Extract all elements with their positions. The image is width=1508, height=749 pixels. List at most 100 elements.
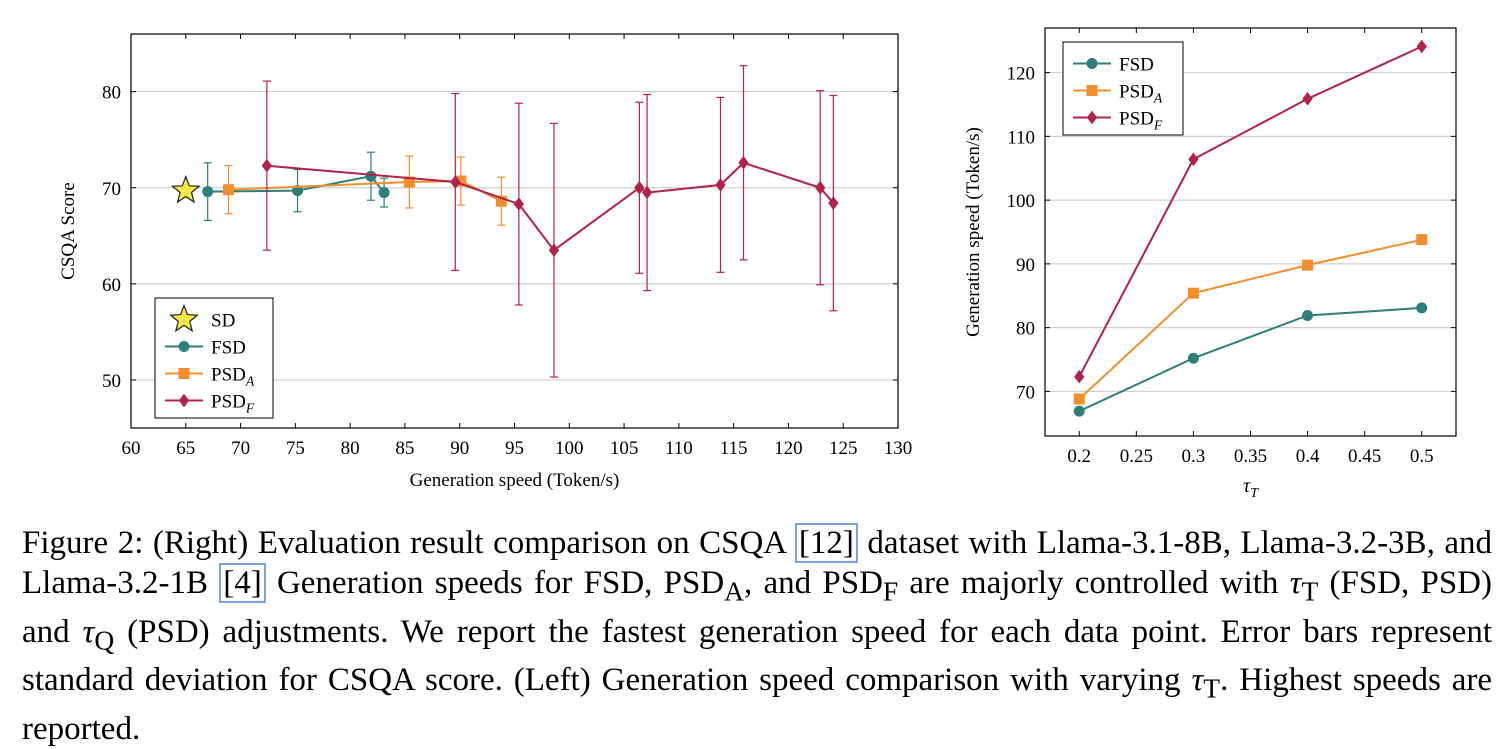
y-tick-label: 100 (1007, 191, 1036, 212)
y-tick-label: 60 (102, 275, 121, 296)
data-point (1302, 310, 1314, 322)
x-tick-label: 125 (829, 438, 858, 459)
caption-sub-t: T (1301, 575, 1319, 607)
y-tick-label: 70 (1016, 382, 1035, 403)
citation-4[interactable]: [4] (219, 563, 266, 603)
citation-12[interactable]: [12] (794, 523, 858, 563)
series-psd-f (1074, 39, 1427, 384)
x-tick-label: 65 (176, 438, 195, 459)
series-fsd (202, 151, 390, 222)
y-tick-label: 80 (102, 83, 121, 104)
caption-sub-q: Q (94, 624, 115, 656)
caption-tau: τ (1289, 565, 1302, 601)
data-point (495, 195, 507, 207)
legend: SD FSD PSDA PSDF (154, 297, 274, 419)
legend: FSD PSDA PSDF (1062, 41, 1184, 136)
caption-text-2: dataset with Llama-3.1-8B, Llama-3.2-3B,… (22, 525, 1492, 601)
x-tick-label: 80 (341, 438, 360, 459)
legend-label: FSD (1119, 55, 1154, 76)
legend-marker (178, 341, 190, 352)
legend-marker (1086, 110, 1098, 125)
data-point (378, 187, 390, 199)
data-point (170, 174, 201, 204)
data-point (292, 185, 304, 197)
caption-text-7: (PSD) adjustments. We report the fastest… (22, 613, 1492, 699)
caption-tau-3: τ (1191, 662, 1204, 699)
data-point (548, 243, 560, 258)
caption-text-6: (FSD, PSD) and (22, 565, 1492, 650)
data-point (815, 180, 826, 195)
caption-text-3: Generation speeds for FSD, PSD (265, 565, 725, 601)
legend-label: FSD (211, 338, 246, 359)
caption-sub-t-2: T (1203, 672, 1221, 704)
figure-caption: Figure 2: (Right) Evaluation result comp… (22, 523, 1492, 749)
y-tick-label: 110 (1007, 127, 1035, 148)
legend-label: PSDA (211, 365, 255, 389)
legend-label: PSDF (211, 392, 255, 416)
y-tick-label: 50 (102, 371, 121, 392)
legend-marker (178, 368, 190, 379)
data-point (403, 176, 415, 188)
data-point (1416, 234, 1428, 246)
data-point (1073, 393, 1085, 405)
data-point (261, 158, 272, 173)
series-line (1078, 306, 1422, 413)
legend-marker (169, 303, 199, 333)
x-tick-label: 120 (774, 438, 803, 459)
x-tick-label: 0.4 (1296, 446, 1320, 467)
data-point (1188, 152, 1199, 167)
series-line (1078, 45, 1423, 378)
x-tick-label: 0.45 (1348, 446, 1381, 467)
x-tick-label: 0.3 (1182, 446, 1206, 467)
left-chart: 60 65 70 75 80 85 90 95 100 105 110 115 120 125 130 50 6… (58, 33, 913, 491)
x-tick-label: 105 (610, 438, 639, 459)
caption-sub-a: A (724, 575, 745, 607)
legend-marker (1086, 58, 1098, 69)
legend-marker (1086, 85, 1098, 96)
caption-text-1: Figure 2: (Right) Evaluation result comp… (22, 525, 795, 561)
legend-label: PSDF (1119, 109, 1163, 133)
caption-tau-2: τ (82, 613, 95, 650)
data-point (641, 185, 653, 200)
x-tick-label: 130 (884, 438, 913, 459)
series-psd-f (261, 65, 839, 378)
y-tick-label: 80 (1016, 319, 1035, 340)
x-tick-label: 95 (505, 438, 524, 459)
data-point (634, 180, 645, 195)
x-axis-label: Generation speed (Token/s) (410, 470, 620, 491)
series-fsd (1073, 302, 1428, 417)
data-point (715, 178, 726, 192)
x-tick-label: 0.35 (1234, 446, 1267, 467)
data-point (828, 196, 839, 210)
data-point (223, 184, 235, 196)
x-tick-label: 0.25 (1120, 446, 1153, 467)
data-point (1073, 405, 1085, 417)
data-point (1302, 91, 1313, 106)
data-point (202, 186, 214, 198)
data-point (1302, 259, 1314, 271)
x-tick-label: 85 (395, 438, 414, 459)
series-psd-a (1073, 234, 1428, 405)
data-point (1416, 39, 1427, 54)
series-line (266, 161, 835, 252)
legend-label: SD (211, 311, 235, 332)
caption-sub-f: F (882, 575, 899, 607)
data-point (738, 155, 749, 170)
data-point (365, 170, 377, 182)
x-tick-label: 75 (286, 438, 305, 459)
x-tick-label: 110 (665, 438, 693, 459)
data-point (1187, 352, 1199, 364)
x-axis-label: τT (1243, 475, 1259, 501)
legend-label: PSDA (1119, 82, 1163, 106)
series-line (1078, 238, 1423, 400)
y-tick-label: 120 (1007, 64, 1036, 85)
y-tick-label: 70 (102, 179, 121, 200)
x-tick-label: 90 (450, 438, 469, 459)
series-line (207, 175, 385, 194)
data-point (1187, 287, 1199, 299)
x-tick-label: 0.5 (1410, 446, 1434, 467)
right-chart: 0.2 0.25 0.3 0.35 0.4 0.45 0.5 70 80 90 100 110 120 τ… (963, 27, 1457, 501)
caption-text-5: are majorly controlled with (898, 565, 1290, 601)
y-axis-label: CSQA Score (58, 182, 79, 280)
x-tick-label: 60 (122, 438, 141, 459)
